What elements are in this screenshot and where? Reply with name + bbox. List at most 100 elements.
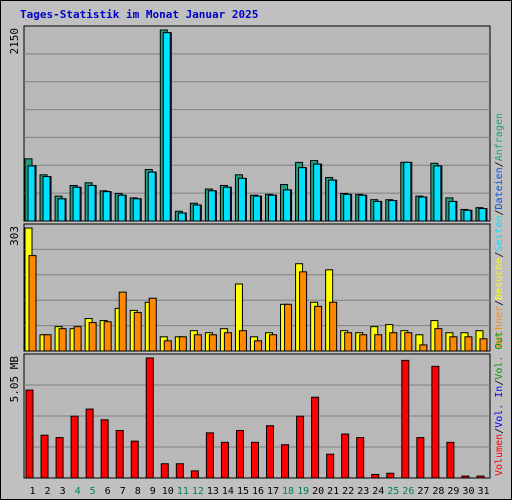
visits-panel-bar-rechner-day-14 bbox=[223, 332, 232, 352]
volume-panel-bar-volumen-day-9 bbox=[145, 357, 154, 479]
legend-vol-out: Vol. Out bbox=[494, 331, 505, 379]
right-legend-top-separator: / bbox=[494, 161, 505, 167]
x-axis-label-day-31: 31 bbox=[477, 486, 489, 497]
visits-panel-bar-rechner-day-24 bbox=[374, 334, 383, 352]
requests-panel-background bbox=[23, 25, 491, 222]
volume-panel-bar-volumen-day-18 bbox=[281, 444, 290, 479]
volume-panel-bar-volumen-day-25 bbox=[386, 472, 395, 479]
visits-panel-bar-rechner-day-7 bbox=[118, 291, 127, 352]
x-axis-label-day-26: 26 bbox=[402, 486, 414, 497]
x-axis-label-day-25: 25 bbox=[387, 486, 399, 497]
x-axis-label-day-23: 23 bbox=[357, 486, 369, 497]
legend-vol-in: Vol. In bbox=[494, 386, 505, 428]
volume-panel-bar-volumen-day-23 bbox=[356, 437, 365, 479]
visits-panel-bar-rechner-day-15 bbox=[238, 330, 247, 352]
x-axis-label-day-20: 20 bbox=[312, 486, 324, 497]
x-axis-label-day-11: 11 bbox=[177, 486, 189, 497]
visits-panel-bar-rechner-day-31 bbox=[479, 338, 488, 352]
requests-panel-bar-seiten-day-2 bbox=[42, 176, 51, 222]
visits-panel-bar-rechner-day-4 bbox=[73, 326, 82, 352]
visits-panel-bar-rechner-day-6 bbox=[103, 321, 112, 352]
volume-panel-bar-volumen-day-27 bbox=[416, 437, 425, 479]
legend-besuche: Besuche bbox=[494, 258, 505, 300]
volume-panel-bar-volumen-day-7 bbox=[115, 429, 124, 479]
volume-panel-bar-volumen-day-24 bbox=[371, 473, 380, 479]
visits-panel-bar-rechner-day-10 bbox=[163, 340, 172, 352]
legend-seiten: Seiten bbox=[494, 216, 505, 252]
volume-panel-bar-volumen-day-14 bbox=[220, 441, 229, 479]
visits-panel-bar-rechner-day-30 bbox=[464, 336, 473, 352]
visits-panel-bar-rechner-day-27 bbox=[419, 344, 428, 352]
legend-volumen: Volumen bbox=[494, 434, 505, 476]
volume-panel-bar-volumen-day-17 bbox=[266, 425, 275, 479]
x-axis-label-day-28: 28 bbox=[432, 486, 444, 497]
requests-panel-bar-seiten-day-3 bbox=[57, 198, 66, 222]
visits-panel-bar-rechner-day-29 bbox=[449, 336, 458, 352]
visits-panel-bar-rechner-day-1 bbox=[28, 255, 37, 352]
visits-panel-bar-rechner-day-2 bbox=[43, 334, 52, 352]
requests-panel-bar-seiten-day-12 bbox=[192, 204, 201, 222]
requests-panel-bar-seiten-day-27 bbox=[418, 196, 427, 222]
legend-anfragen: Anfragen bbox=[494, 113, 505, 161]
x-axis-label-day-24: 24 bbox=[372, 486, 384, 497]
volume-panel-bar-volumen-day-15 bbox=[235, 429, 244, 479]
volume-panel-bar-volumen-day-8 bbox=[130, 440, 139, 479]
x-axis-label-day-15: 15 bbox=[237, 486, 249, 497]
right-legend-top-separator: / bbox=[494, 252, 505, 258]
requests-panel-bar-seiten-day-4 bbox=[72, 186, 81, 222]
visits-panel-bar-rechner-day-9 bbox=[148, 297, 157, 352]
requests-panel-bar-seiten-day-14 bbox=[222, 186, 231, 222]
requests-panel-bar-seiten-day-10 bbox=[162, 32, 171, 222]
right-legend-bottom-separator: / bbox=[494, 428, 505, 434]
volume-panel-bar-volumen-day-3 bbox=[55, 437, 64, 479]
visits-panel-bar-rechner-day-5 bbox=[88, 322, 97, 352]
visits-panel-bar-rechner-day-28 bbox=[434, 328, 443, 352]
x-axis-label-day-13: 13 bbox=[207, 486, 219, 497]
requests-panel-bar-seiten-day-28 bbox=[433, 165, 442, 222]
requests-panel-bar-seiten-day-18 bbox=[283, 189, 292, 222]
requests-panel-bar-seiten-day-13 bbox=[207, 190, 216, 222]
volume-panel-bar-volumen-day-1 bbox=[25, 389, 34, 479]
volume-panel-bar-volumen-day-12 bbox=[190, 470, 199, 479]
volume-panel-bar-volumen-day-21 bbox=[326, 453, 335, 479]
legend-dateien: Dateien bbox=[494, 167, 505, 209]
requests-panel-bar-seiten-day-5 bbox=[87, 184, 96, 222]
chart-title: Tages-Statistik im Monat Januar 2025 bbox=[20, 8, 259, 21]
x-axis-label-day-29: 29 bbox=[447, 486, 459, 497]
visits-panel-bar-rechner-day-20 bbox=[314, 305, 323, 352]
requests-panel-bar-seiten-day-21 bbox=[328, 179, 337, 222]
x-axis-label-day-22: 22 bbox=[342, 486, 354, 497]
x-axis-label-day-14: 14 bbox=[222, 486, 234, 497]
requests-panel-bar-seiten-day-11 bbox=[177, 212, 186, 222]
requests-panel-bar-seiten-day-30 bbox=[463, 209, 472, 222]
volume-panel-bar-volumen-day-28 bbox=[431, 365, 440, 479]
volume-panel-bar-volumen-day-31 bbox=[476, 475, 485, 479]
x-axis-label-day-7: 7 bbox=[120, 486, 126, 497]
volume-panel-bar-volumen-day-11 bbox=[175, 463, 184, 479]
visits-panel-scale-label: 303 bbox=[8, 226, 21, 246]
visits-panel-bar-rechner-day-22 bbox=[344, 332, 353, 352]
visits-panel-bar-rechner-day-16 bbox=[253, 340, 262, 352]
requests-panel-bar-seiten-day-19 bbox=[298, 167, 307, 222]
requests-panel-bar-seiten-day-1 bbox=[27, 165, 36, 222]
volume-panel-bar-volumen-day-4 bbox=[70, 415, 79, 479]
right-legend-top: Rechner/Besuche/Seiten/Dateien/Anfragen bbox=[494, 113, 505, 348]
right-legend-bottom: Volumen/Vol. In/Vol. Out bbox=[494, 331, 505, 476]
visits-panel-bar-rechner-day-19 bbox=[299, 271, 308, 352]
visits-panel-bar-rechner-day-11 bbox=[178, 336, 187, 352]
x-axis-label-day-12: 12 bbox=[192, 486, 204, 497]
requests-panel-bar-seiten-day-24 bbox=[373, 200, 382, 222]
visits-panel-bar-rechner-day-26 bbox=[404, 332, 413, 352]
volume-panel-scale-label: 5.05 MB bbox=[8, 356, 21, 403]
requests-panel-bar-seiten-day-17 bbox=[268, 194, 277, 222]
right-legend-top-separator: / bbox=[494, 300, 505, 306]
requests-panel-bar-seiten-day-22 bbox=[343, 193, 352, 222]
volume-panel-bar-volumen-day-29 bbox=[446, 441, 455, 479]
x-axis-label-day-6: 6 bbox=[105, 486, 111, 497]
x-axis-label-day-3: 3 bbox=[60, 486, 66, 497]
requests-panel-bar-seiten-day-7 bbox=[117, 194, 126, 222]
volume-panel-bar-volumen-day-26 bbox=[401, 359, 410, 479]
requests-panel-bar-seiten-day-26 bbox=[403, 161, 412, 222]
volume-panel-bar-volumen-day-5 bbox=[85, 408, 94, 479]
visits-panel-bar-rechner-day-3 bbox=[58, 328, 67, 352]
